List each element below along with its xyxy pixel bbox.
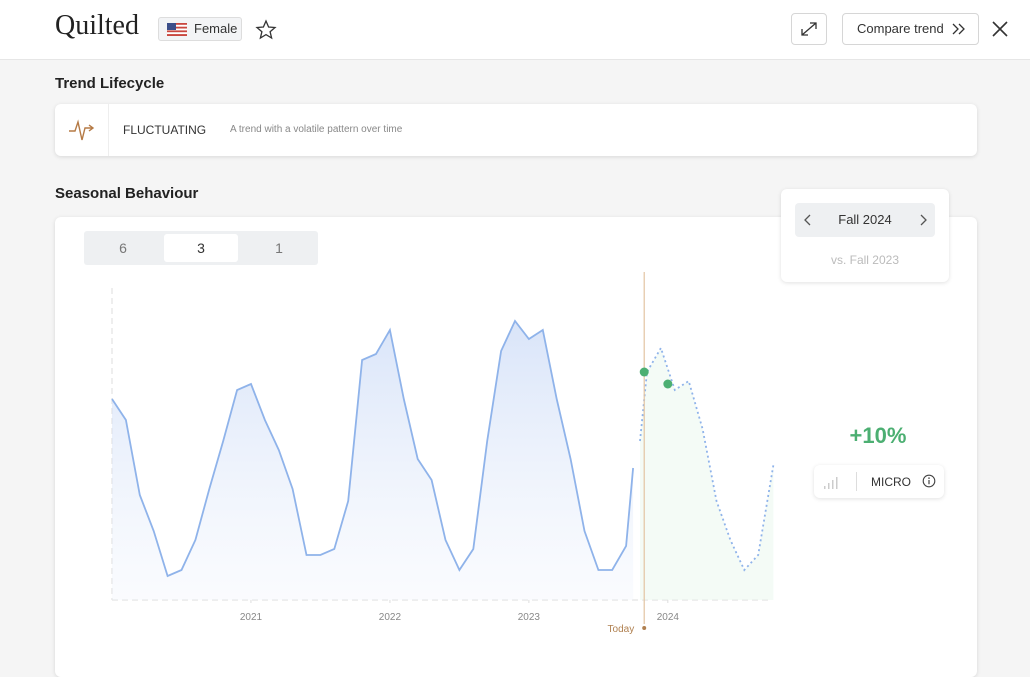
divider [856, 472, 857, 491]
x-tick-label: 2024 [657, 612, 680, 623]
tab-group: 6 3 1 [84, 231, 318, 265]
line [111, 319, 634, 578]
lifecycle-description: A trend with a volatile pattern over tim… [230, 124, 403, 135]
comparison-label: vs. Fall 2023 [830, 253, 900, 267]
period-tab[interactable]: 6 [119, 240, 127, 256]
x-tick-label: 2023 [518, 612, 541, 623]
size-badge: MICRO [814, 465, 944, 498]
today-label: Today [608, 624, 635, 635]
period-tab[interactable]: 1 [275, 240, 283, 256]
area [112, 321, 634, 600]
gender-badge[interactable]: Female [158, 17, 242, 41]
section-heading: Seasonal Behaviour [55, 185, 199, 202]
period-label: Fall 2024 [838, 212, 892, 227]
trend-title: Quilted [55, 10, 139, 41]
marker [639, 367, 649, 377]
size-label: MICRO [871, 475, 911, 489]
marker [663, 379, 673, 389]
x-tick-label: 2021 [240, 612, 263, 623]
prev-period[interactable] [803, 214, 813, 226]
close-icon[interactable] [990, 19, 1010, 39]
section-heading: Trend Lifecycle [55, 75, 165, 92]
star-icon[interactable] [255, 19, 277, 41]
x-tick-label: 2022 [379, 612, 402, 623]
period-popup: Fall 2024 vs. Fall 2023 [781, 189, 949, 282]
compare-label: Compare trend [857, 21, 944, 36]
lifecycle-card: FLUCTUATING A trend with a volatile patt… [55, 104, 977, 156]
expand-button[interactable] [791, 13, 827, 45]
change-value: +10% [849, 423, 907, 448]
area [640, 348, 774, 600]
expand-icon [801, 22, 817, 36]
lifecycle-status: FLUCTUATING [123, 123, 207, 137]
pulse-icon [69, 119, 95, 141]
compare-button[interactable]: Compare trend [842, 13, 979, 45]
double-chevron [952, 23, 965, 35]
badge-label: Female [194, 21, 238, 36]
flag-icon [167, 23, 187, 36]
period-selector: Fall 2024 [795, 203, 935, 237]
today-dot [642, 626, 647, 630]
period-tab[interactable]: 3 [164, 234, 238, 262]
info-icon[interactable] [922, 474, 936, 488]
signal-icon [824, 477, 838, 489]
next-period[interactable] [918, 214, 928, 226]
divider [108, 104, 109, 156]
